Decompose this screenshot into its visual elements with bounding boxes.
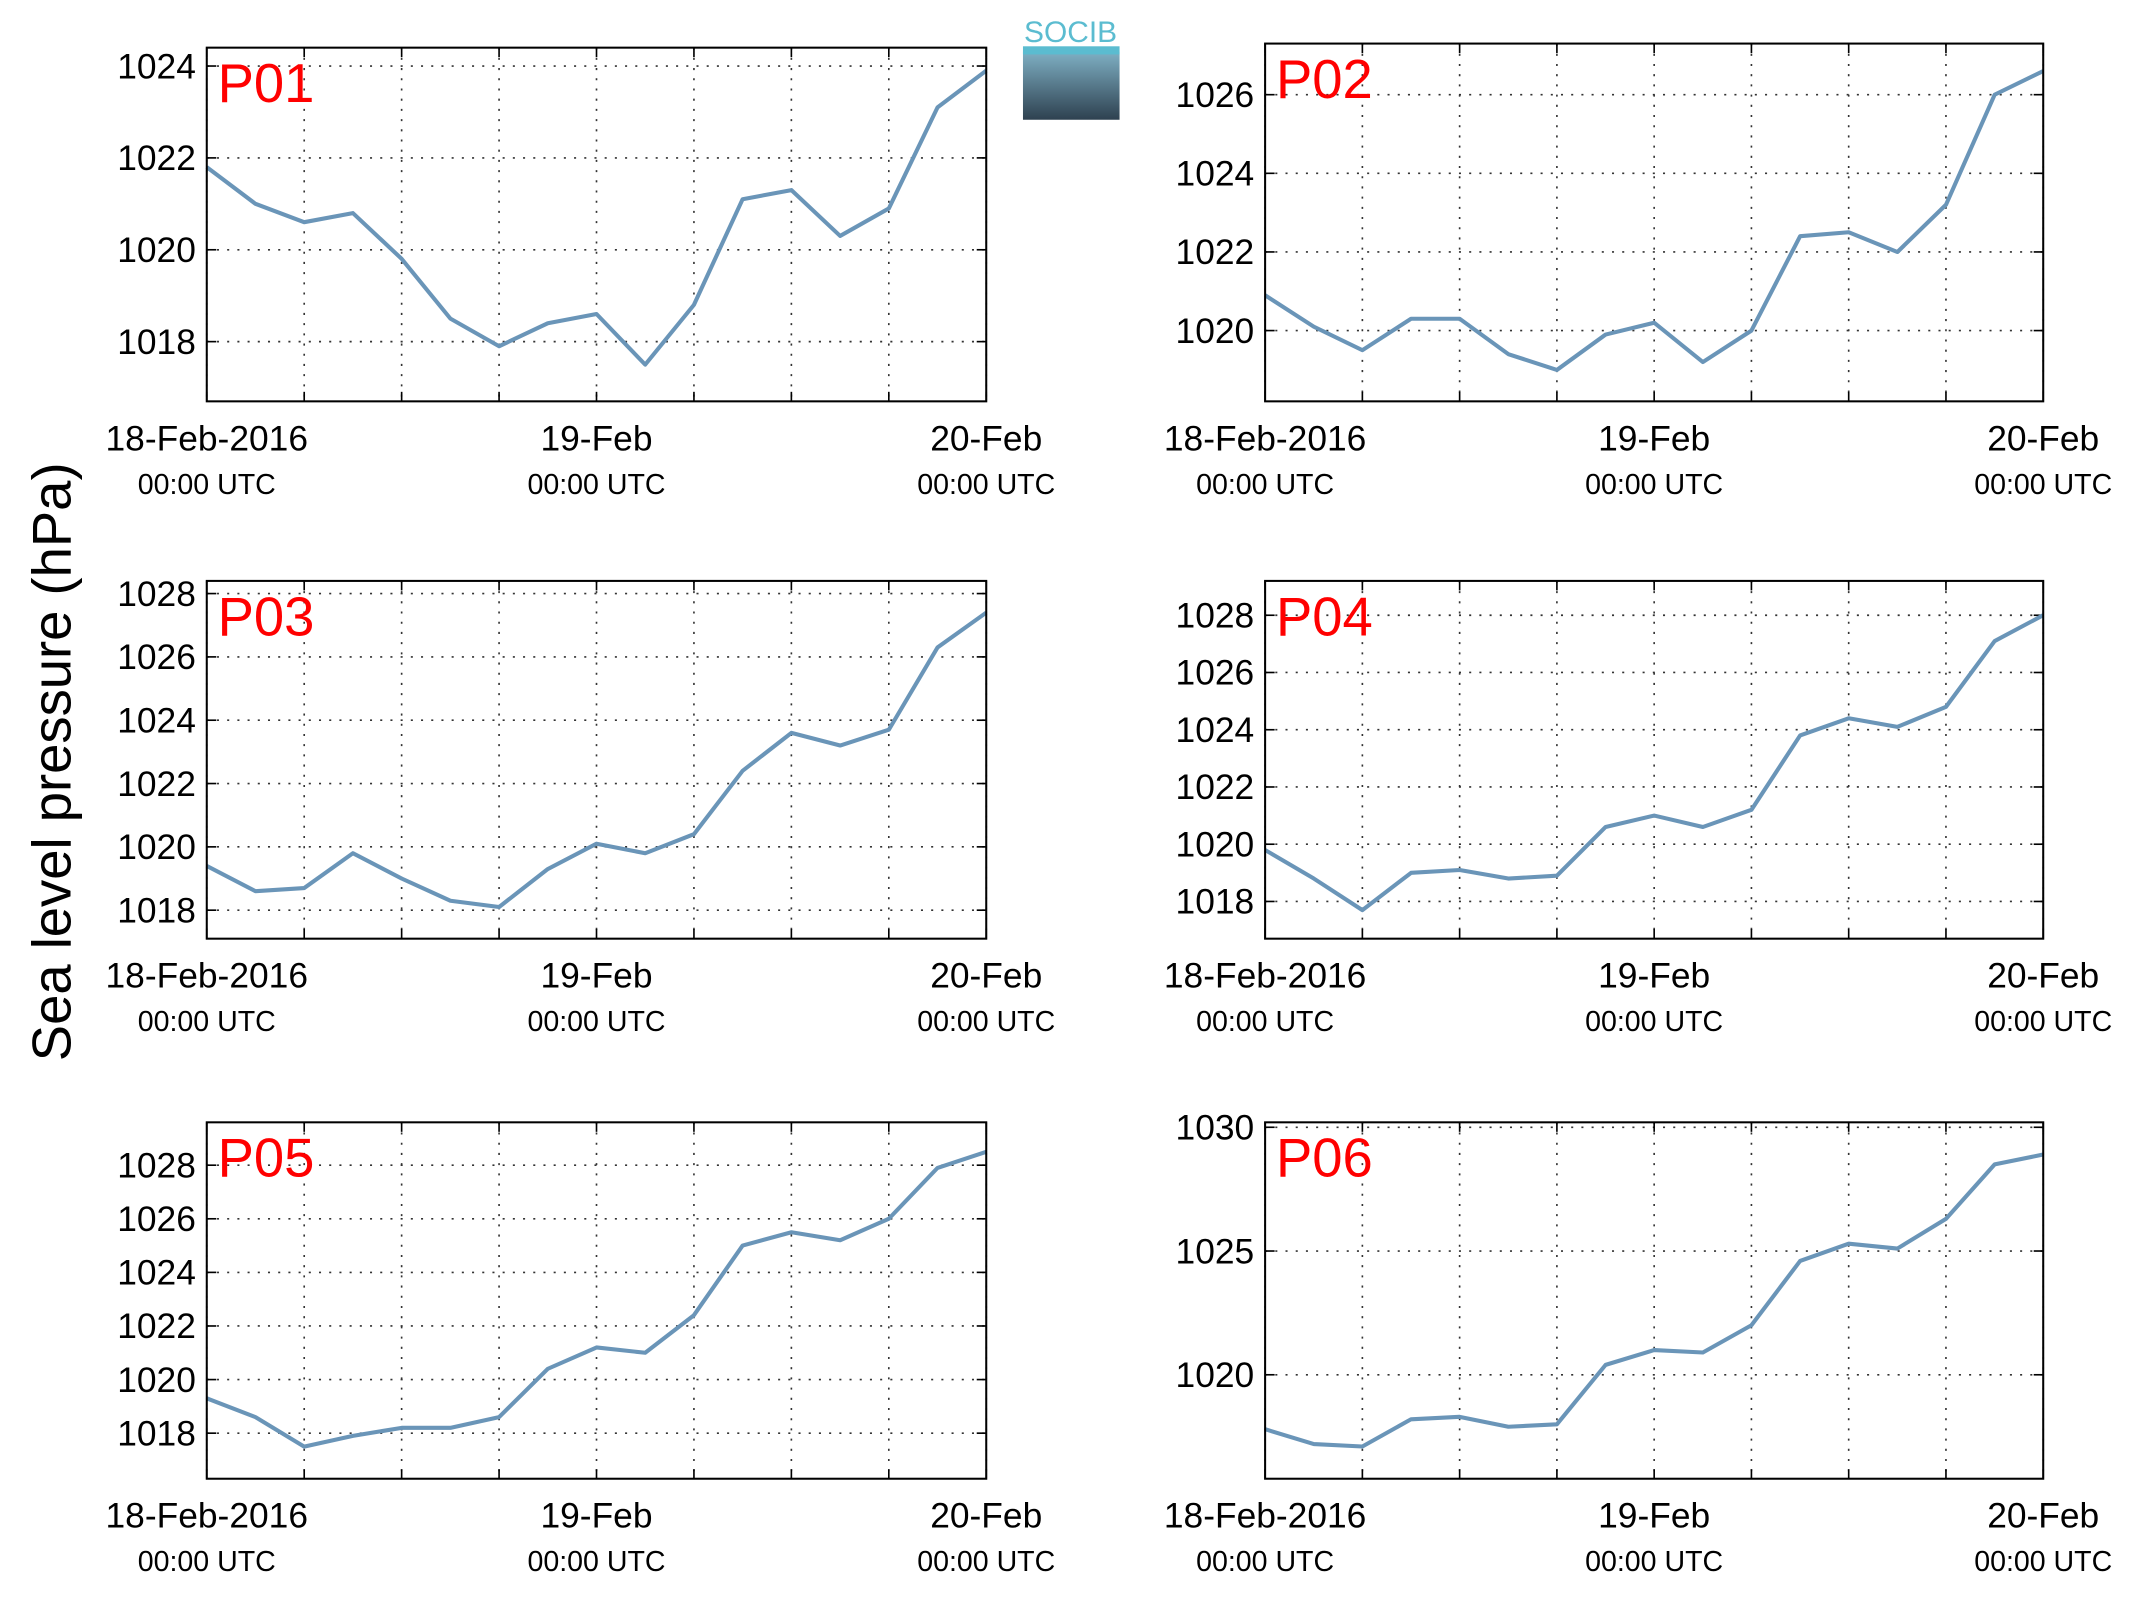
x-tick-time: 00:00 UTC	[138, 469, 276, 501]
y-tick-label: 1018	[1176, 883, 1255, 922]
y-tick-label: 1026	[117, 1200, 196, 1239]
x-tick-label: 20-Feb	[1987, 1497, 2099, 1536]
x-tick-time: 00:00 UTC	[917, 469, 1055, 501]
x-tick-label: 18-Feb-2016	[106, 1497, 308, 1536]
y-tick-label: 1024	[117, 701, 196, 740]
y-tick-label: 1020	[1176, 1356, 1255, 1395]
x-tick-label: 19-Feb	[540, 419, 652, 458]
x-tick-label: 18-Feb-2016	[106, 957, 308, 996]
y-tick-label: 1020	[117, 1361, 196, 1400]
y-tick-label: 1018	[117, 323, 196, 362]
x-tick-label: 20-Feb	[930, 1497, 1042, 1536]
x-tick-time: 00:00 UTC	[917, 1546, 1055, 1578]
x-tick-time: 00:00 UTC	[1585, 469, 1723, 501]
plot-frame	[1264, 1121, 2045, 1480]
y-tick-label: 1028	[117, 575, 196, 614]
y-tick-label: 1020	[117, 828, 196, 867]
x-tick-time: 00:00 UTC	[1585, 1006, 1723, 1038]
y-tick-label: 1022	[1176, 233, 1255, 272]
data-line	[205, 610, 988, 910]
x-tick-label: 19-Feb	[1598, 957, 1710, 996]
y-tick-label: 1024	[1176, 155, 1255, 194]
x-tick-time: 00:00 UTC	[1196, 469, 1334, 501]
logo-mark	[1022, 51, 1120, 120]
data-line	[1264, 613, 2045, 913]
y-tick-label: 1026	[1176, 76, 1255, 115]
panel-title: P02	[1276, 49, 1373, 110]
logo-band	[1022, 46, 1120, 55]
y-tick-label: 1018	[117, 891, 196, 930]
y-tick-label: 1022	[117, 1307, 196, 1346]
y-tick-label: 1022	[117, 139, 196, 178]
x-tick-label: 18-Feb-2016	[106, 419, 308, 458]
panel-title: P06	[1276, 1128, 1373, 1189]
data-line	[1264, 69, 2045, 372]
x-tick-time: 00:00 UTC	[1196, 1006, 1334, 1038]
x-tick-label: 19-Feb	[1598, 419, 1710, 458]
y-tick-label: 1028	[117, 1146, 196, 1185]
data-line	[1264, 1152, 2044, 1449]
y-tick-label: 1020	[117, 231, 196, 270]
data-line	[206, 1149, 987, 1449]
x-tick-label: 18-Feb-2016	[1164, 1497, 1366, 1536]
x-tick-time: 00:00 UTC	[527, 1546, 665, 1578]
y-tick-label: 1030	[1176, 1109, 1255, 1148]
x-tick-time: 00:00 UTC	[138, 1006, 276, 1038]
x-tick-time: 00:00 UTC	[1974, 469, 2112, 501]
panel-title: P03	[218, 586, 315, 647]
plot-frame	[205, 46, 988, 403]
plot-frame	[205, 579, 988, 940]
x-tick-time: 00:00 UTC	[1196, 1546, 1334, 1578]
x-tick-time: 00:00 UTC	[1974, 1006, 2112, 1038]
y-tick-label: 1022	[117, 765, 196, 804]
y-tick-label: 1028	[1176, 596, 1255, 635]
x-tick-label: 19-Feb	[540, 1497, 652, 1536]
plot-frame	[1264, 42, 2045, 403]
x-tick-time: 00:00 UTC	[1974, 1546, 2112, 1578]
x-tick-time: 00:00 UTC	[527, 1006, 665, 1038]
x-tick-label: 18-Feb-2016	[1164, 957, 1366, 996]
plot-frame	[1264, 579, 2045, 940]
y-tick-label: 1020	[1176, 312, 1255, 351]
y-tick-label: 1026	[1176, 654, 1255, 693]
x-tick-label: 20-Feb	[1987, 419, 2099, 458]
data-line	[205, 69, 988, 367]
x-tick-label: 20-Feb	[1987, 957, 2099, 996]
x-tick-label: 20-Feb	[930, 957, 1042, 996]
x-tick-label: 20-Feb	[930, 419, 1042, 458]
x-tick-time: 00:00 UTC	[1585, 1546, 1723, 1578]
x-tick-label: 19-Feb	[540, 957, 652, 996]
x-tick-label: 19-Feb	[1598, 1497, 1710, 1536]
x-tick-time: 00:00 UTC	[138, 1546, 276, 1578]
x-tick-label: 18-Feb-2016	[1164, 419, 1366, 458]
x-tick-time: 00:00 UTC	[917, 1006, 1055, 1038]
logo: SOCIB	[1022, 16, 1120, 120]
logo-text: SOCIB	[1024, 16, 1117, 49]
panel-title: P04	[1276, 586, 1373, 647]
panel-title: P05	[218, 1128, 315, 1189]
y-tick-label: 1025	[1176, 1232, 1255, 1271]
y-tick-label: 1018	[117, 1414, 196, 1453]
y-axis-label: Sea level pressure (hPa)	[22, 462, 83, 1061]
y-tick-label: 1026	[117, 638, 196, 677]
y-tick-label: 1020	[1176, 825, 1255, 864]
plot-frame	[205, 1121, 988, 1480]
y-tick-label: 1022	[1176, 768, 1255, 807]
panel-title: P01	[218, 53, 315, 114]
y-tick-label: 1024	[1176, 711, 1255, 750]
y-tick-label: 1024	[117, 1254, 196, 1293]
y-tick-label: 1024	[117, 47, 196, 86]
x-tick-time: 00:00 UTC	[527, 469, 665, 501]
